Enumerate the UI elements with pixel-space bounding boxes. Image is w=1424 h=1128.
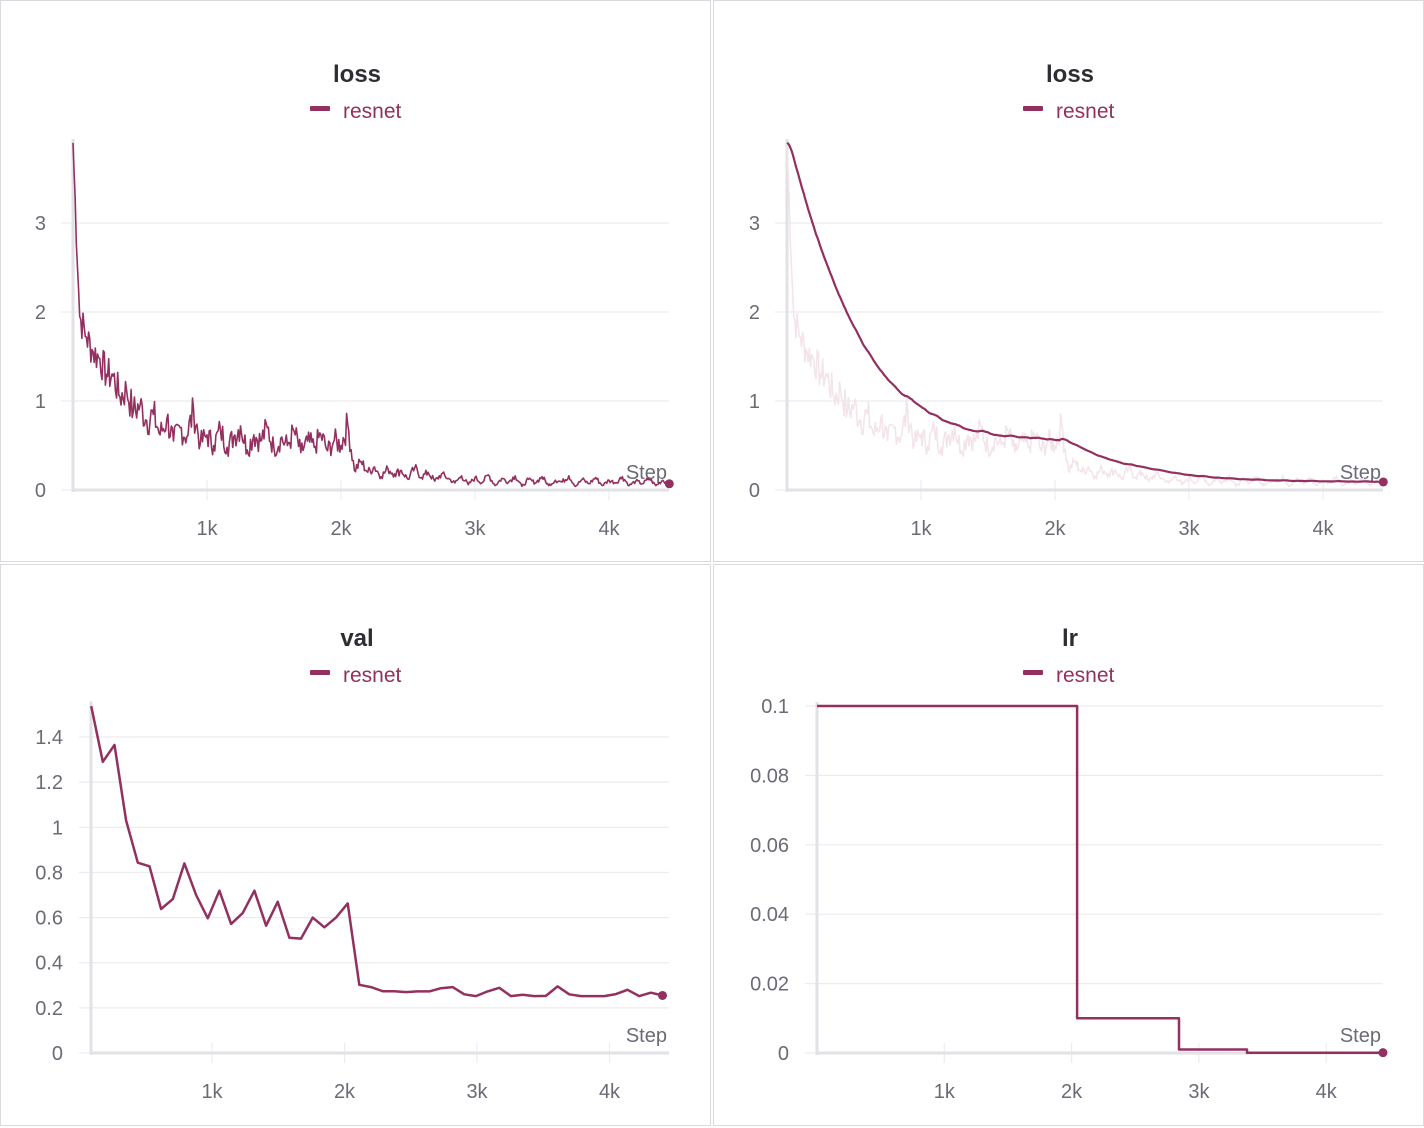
y-tick-label: 0 xyxy=(35,480,46,502)
x-tick-label: 3k xyxy=(464,518,486,540)
loss-chart: loss resnet 0 1 2 3 1k 2k 3k 4k Step xyxy=(35,61,674,540)
series-end-marker xyxy=(658,990,667,1000)
legend-swatch-icon xyxy=(1023,670,1043,675)
chart-title: lr xyxy=(1062,625,1078,652)
series-end-marker xyxy=(664,479,674,489)
series-end-marker xyxy=(1378,1048,1388,1058)
x-tick-label: 1k xyxy=(201,1081,223,1103)
smoothed-series-line xyxy=(786,141,1384,483)
loss-smoothed-chart: loss resnet 0 1 2 3 1k 2k 3k 4k Step xyxy=(749,61,1388,540)
y-tick-label: 2 xyxy=(35,302,46,324)
chart-title: val xyxy=(340,625,373,652)
x-tick-label: 1k xyxy=(934,1081,956,1103)
series-line xyxy=(89,705,663,998)
x-tick-label: 1k xyxy=(910,518,932,540)
legend-label: resnet xyxy=(343,664,402,687)
x-tick-label: 4k xyxy=(1312,518,1334,540)
legend-swatch-icon xyxy=(310,670,330,675)
x-tick-label: 3k xyxy=(1188,1081,1210,1103)
legend-swatch-icon xyxy=(310,106,330,111)
y-tick-label: 0.8 xyxy=(35,862,63,884)
y-tick-label: 0.04 xyxy=(750,904,789,926)
x-tick-label: 1k xyxy=(196,518,218,540)
y-tick-label: 2 xyxy=(749,302,760,324)
legend-label: resnet xyxy=(1056,100,1115,123)
chart-title: loss xyxy=(333,61,381,88)
y-tick-label: 1 xyxy=(52,817,63,839)
series-line xyxy=(817,704,1383,1054)
y-tick-label: 0.4 xyxy=(35,953,63,975)
lr-chart: lr resnet 0 0.02 0.04 0.06 0.08 0.1 1k 2k 3k 4k Step xyxy=(750,625,1388,1103)
x-axis-label: Step xyxy=(1340,1025,1381,1047)
x-tick-label: 2k xyxy=(1044,518,1066,540)
x-tick-label: 2k xyxy=(330,518,352,540)
legend-label: resnet xyxy=(343,100,402,123)
x-tick-label: 3k xyxy=(466,1081,488,1103)
y-tick-label: 0.2 xyxy=(35,998,63,1020)
raw-series-line xyxy=(786,142,1384,489)
y-tick-label: 0 xyxy=(778,1043,789,1065)
x-axis-label: Step xyxy=(1340,462,1381,484)
y-tick-label: 3 xyxy=(749,213,760,235)
x-tick-label: 4k xyxy=(599,1081,621,1103)
y-tick-label: 0.06 xyxy=(750,835,789,857)
series-end-marker xyxy=(1378,477,1388,487)
y-tick-label: 0.1 xyxy=(761,696,789,718)
y-tick-label: 1.4 xyxy=(35,727,63,749)
y-tick-label: 0.6 xyxy=(35,908,63,930)
chart-title: loss xyxy=(1046,61,1094,88)
x-axis-label: Step xyxy=(626,1025,667,1047)
series-line xyxy=(72,142,670,488)
x-tick-label: 3k xyxy=(1178,518,1200,540)
chart-panel-loss-smoothed[interactable]: loss resnet 0 1 2 3 1k 2k 3k 4k Step xyxy=(713,0,1424,562)
x-tick-label: 2k xyxy=(334,1081,356,1103)
chart-panel-val[interactable]: val resnet 0 0.2 0.4 0.6 0.8 1 1.2 1.4 1k 2k 3k 4k Ste… xyxy=(0,564,711,1126)
legend-label: resnet xyxy=(1056,664,1115,687)
x-axis-label: Step xyxy=(626,462,667,484)
y-tick-label: 0.02 xyxy=(750,974,789,996)
val-chart: val resnet 0 0.2 0.4 0.6 0.8 1 1.2 1.4 1k 2k 3k 4k Ste… xyxy=(35,625,669,1103)
legend-swatch-icon xyxy=(1023,106,1043,111)
y-tick-label: 1 xyxy=(35,391,46,413)
y-tick-label: 0.08 xyxy=(750,765,789,787)
y-tick-label: 1.2 xyxy=(35,772,63,794)
chart-panel-lr[interactable]: lr resnet 0 0.02 0.04 0.06 0.08 0.1 1k 2k 3k 4k Step xyxy=(713,564,1424,1126)
chart-panel-loss[interactable]: loss resnet 0 1 2 3 1k 2k 3k 4k Step xyxy=(0,0,711,562)
x-tick-label: 4k xyxy=(598,518,620,540)
x-tick-label: 2k xyxy=(1061,1081,1083,1103)
y-tick-label: 0 xyxy=(749,480,760,502)
x-tick-label: 4k xyxy=(1316,1081,1338,1103)
y-tick-label: 3 xyxy=(35,213,46,235)
y-tick-label: 0 xyxy=(52,1043,63,1065)
y-tick-label: 1 xyxy=(749,391,760,413)
